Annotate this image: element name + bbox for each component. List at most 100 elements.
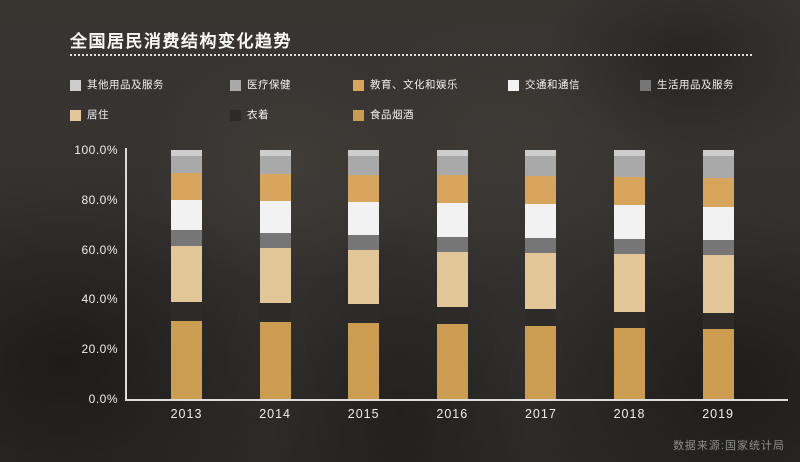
bar-2016 (436, 150, 468, 399)
bar-segment-其他用品及服务 (171, 150, 202, 157)
bar-segment-居住 (436, 252, 468, 307)
y-tick-label: 100.0% (74, 143, 118, 157)
bar-2013 (171, 150, 202, 399)
bar-2015 (348, 150, 380, 399)
bar-segment-教育、文化和娱乐 (348, 174, 380, 202)
bar-segment-生活用品及服务 (348, 235, 380, 251)
x-label-2019: 2019 (702, 407, 734, 421)
bar-segment-食品烟酒 (614, 328, 645, 399)
bar-segment-食品烟酒 (348, 322, 380, 399)
bar-segment-医疗保健 (348, 156, 380, 175)
bar-segment-衣着 (702, 313, 734, 329)
bar-segment-食品烟酒 (171, 321, 202, 399)
x-label-2016: 2016 (436, 407, 469, 421)
y-tick-label: 20.0% (81, 342, 118, 357)
bar-segment-交通和通信 (525, 204, 557, 238)
bar-segment-生活用品及服务 (525, 237, 557, 254)
bar-segment-居住 (348, 250, 380, 305)
bar-segment-其他用品及服务 (436, 150, 468, 156)
bar-segment-交通和通信 (259, 200, 291, 233)
bar-segment-医疗保健 (702, 155, 734, 178)
legend-item-8: 食品烟酒 (353, 109, 414, 122)
bar-segment-衣着 (348, 304, 380, 323)
bar-segment-食品烟酒 (259, 321, 291, 399)
bar-2019 (702, 150, 734, 399)
legend-label: 其他用品及服务 (87, 79, 164, 91)
bar-segment-交通和通信 (436, 202, 468, 237)
bar-segment-交通和通信 (171, 199, 202, 231)
y-tick-label: 60.0% (81, 242, 118, 257)
bar-segment-居住 (171, 245, 202, 302)
y-tick-label: 40.0% (81, 292, 118, 307)
bar-segment-教育、文化和娱乐 (259, 174, 291, 201)
bar-segment-医疗保健 (436, 155, 468, 175)
bar-segment-医疗保健 (614, 155, 645, 178)
bar-segment-教育、文化和娱乐 (614, 177, 645, 205)
legend-swatch (508, 80, 519, 91)
bar-segment-食品烟酒 (525, 325, 557, 399)
y-axis-line (125, 148, 127, 401)
x-axis-line (125, 399, 788, 401)
legend-item-3: 教育、文化和娱乐 (353, 79, 458, 92)
legend-item-2: 医疗保健 (230, 79, 291, 92)
bar-segment-食品烟酒 (702, 328, 734, 399)
legend-swatch (230, 110, 241, 121)
bar-segment-其他用品及服务 (702, 150, 734, 156)
bar-segment-衣着 (171, 301, 202, 322)
y-tick-label: 0.0% (88, 392, 118, 406)
page-title: 全国居民消费结构变化趋势 (70, 32, 292, 51)
legend-label: 居住 (87, 109, 109, 121)
x-label-2017: 2017 (524, 407, 557, 421)
legend-swatch (70, 110, 81, 121)
bar-segment-衣着 (525, 308, 557, 326)
bar-segment-食品烟酒 (436, 324, 468, 399)
bar-segment-生活用品及服务 (436, 236, 468, 253)
legend-label: 衣着 (247, 109, 269, 121)
bar-segment-教育、文化和娱乐 (702, 177, 734, 208)
x-label-2013: 2013 (170, 407, 203, 421)
legend-item-7: 衣着 (230, 109, 269, 122)
bar-segment-交通和通信 (348, 201, 380, 236)
data-source-note: 数据来源:国家统计局 (672, 440, 785, 452)
bar-segment-其他用品及服务 (614, 150, 645, 156)
title-divider (70, 54, 752, 56)
bar-segment-交通和通信 (702, 207, 734, 241)
bar-segment-居住 (614, 253, 645, 313)
bar-segment-居住 (525, 253, 557, 309)
chart-plot-area (125, 150, 788, 399)
bar-segment-其他用品及服务 (259, 150, 291, 157)
bar-2017 (525, 150, 557, 399)
bar-2014 (259, 150, 291, 399)
legend-item-1: 其他用品及服务 (70, 79, 164, 92)
bar-segment-生活用品及服务 (171, 230, 202, 246)
bar-segment-衣着 (436, 306, 468, 324)
legend-label: 交通和通信 (525, 79, 580, 91)
legend-item-4: 交通和通信 (508, 79, 580, 92)
bar-segment-教育、文化和娱乐 (525, 175, 557, 205)
y-tick-label: 80.0% (81, 192, 118, 207)
bar-segment-居住 (702, 254, 734, 314)
bar-segment-生活用品及服务 (614, 238, 645, 254)
legend-swatch (230, 80, 241, 91)
legend-swatch (640, 80, 651, 91)
bar-2018 (614, 150, 645, 399)
legend-label: 食品烟酒 (370, 109, 414, 121)
bar-segment-生活用品及服务 (259, 232, 291, 248)
bar-segment-交通和通信 (614, 204, 645, 239)
bar-segment-其他用品及服务 (525, 150, 557, 156)
x-label-2018: 2018 (613, 407, 646, 421)
bar-segment-衣着 (614, 312, 645, 329)
x-label-2015: 2015 (347, 407, 380, 421)
bar-segment-医疗保健 (171, 156, 202, 174)
bar-segment-衣着 (259, 302, 291, 322)
legend-swatch (70, 80, 81, 91)
bar-segment-居住 (259, 247, 291, 303)
legend-swatch (353, 80, 364, 91)
bar-segment-教育、文化和娱乐 (436, 174, 468, 203)
bar-segment-医疗保健 (259, 156, 291, 175)
x-label-2014: 2014 (259, 407, 291, 421)
legend-item-5: 生活用品及服务 (640, 79, 734, 92)
bar-segment-医疗保健 (525, 155, 557, 176)
bar-segment-生活用品及服务 (702, 240, 734, 255)
